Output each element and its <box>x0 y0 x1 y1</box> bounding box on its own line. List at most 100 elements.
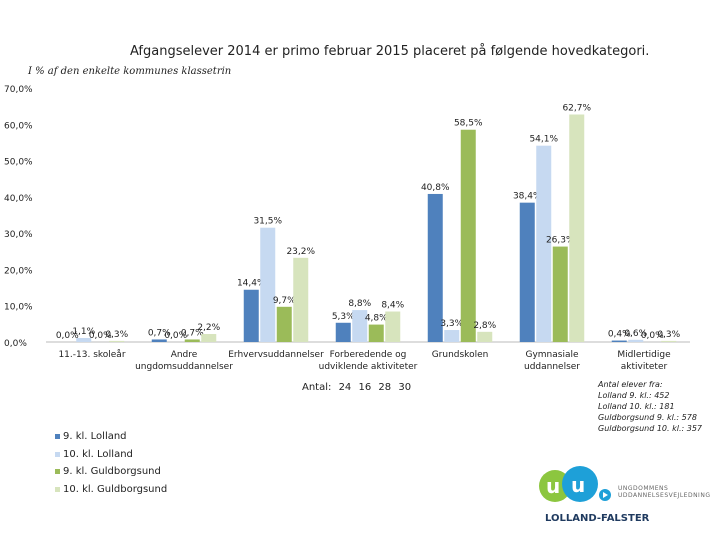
y-tick-label: 10,0% <box>4 303 33 313</box>
bar <box>368 324 384 342</box>
y-tick-label: 60,0% <box>4 121 33 131</box>
legend-label: 10. kl. Guldborgsund <box>63 483 168 495</box>
logo-text: UNGDOMMENS UDDANNELSESVEJLEDNING <box>618 485 711 499</box>
bar <box>201 334 217 342</box>
x-tick-label: uddannelser <box>524 362 580 372</box>
legend-label: 10. kl. Lolland <box>63 448 133 460</box>
svg-text:u: u <box>546 474 560 498</box>
x-tick-label: Grundskolen <box>432 350 489 360</box>
data-label: 54,1% <box>529 135 558 145</box>
y-tick-label: 0,0% <box>4 339 27 349</box>
legend-item: 9. kl. Guldborgsund <box>55 463 167 481</box>
data-label: 9,7% <box>273 296 296 306</box>
logo-wordmark: LOLLAND-FALSTER <box>545 513 650 524</box>
bar <box>569 114 585 342</box>
legend-item: 9. kl. Lolland <box>55 428 167 446</box>
data-label: 0,7% <box>148 328 171 338</box>
legend-item: 10. kl. Guldborgsund <box>55 481 167 499</box>
legend-label: 9. kl. Lolland <box>63 431 127 443</box>
bar <box>519 202 535 342</box>
chart-title: Afgangselever 2014 er primo februar 2015… <box>130 44 650 59</box>
notes: Antal elever fra: Lolland 9. kl.: 452 Lo… <box>598 379 702 434</box>
notes-line: Guldborgsund 9. kl.: 578 <box>598 413 697 422</box>
bar <box>260 227 276 342</box>
y-tick-label: 20,0% <box>4 266 33 276</box>
data-label: 31,5% <box>253 217 282 227</box>
bar <box>460 129 476 342</box>
legend-swatch <box>55 469 60 475</box>
logo-mark-icon: u u <box>539 466 611 502</box>
bar <box>385 311 401 342</box>
x-tick-label: aktiviteter <box>621 362 668 372</box>
data-label: 14,4% <box>237 279 266 289</box>
antal-label: Antal: <box>302 382 332 393</box>
logo: u u UNGDOMMENS UDDANNELSESVEJLEDNING LOL… <box>525 458 715 528</box>
antal-value: 28 <box>378 382 392 393</box>
data-label: 40,8% <box>421 183 450 193</box>
bar <box>243 289 259 342</box>
data-label: 0,0% <box>164 331 187 341</box>
x-tick-label: udviklende aktiviteter <box>319 362 418 372</box>
x-tick-label: 11.-13. skoleår <box>58 349 125 360</box>
x-tick-label: ungdomsuddannelser <box>135 362 233 372</box>
data-label: 62,7% <box>562 103 591 113</box>
bar-chart: 0,0% 10,0% 20,0% 30,0% 40,0% 50,0% 60,0% 70,0% 0… <box>4 85 690 372</box>
bar <box>661 340 677 342</box>
bar <box>109 340 125 342</box>
y-tick-label: 50,0% <box>4 158 33 168</box>
bar <box>611 340 627 342</box>
legend-swatch <box>55 451 60 457</box>
notes-line: Guldborgsund 10. kl.: 357 <box>598 424 703 433</box>
antal-value: 30 <box>398 382 412 393</box>
x-tick-label: Midlertidige <box>617 350 671 360</box>
bar <box>76 338 92 342</box>
data-label: 0,0% <box>641 331 664 341</box>
legend: 9. kl. Lolland 10. kl. Lolland 9. kl. Guld… <box>55 428 167 498</box>
data-label: 26,3% <box>546 236 575 246</box>
x-tick-label: Erhvervsuddannelser <box>228 350 324 360</box>
antal-value: 16 <box>358 382 372 393</box>
data-label: 1,1% <box>72 327 95 337</box>
bar <box>628 339 644 342</box>
data-label: 8,4% <box>381 301 404 311</box>
bar <box>184 339 200 342</box>
data-label: 38,4% <box>513 192 542 202</box>
svg-text:u: u <box>571 473 585 497</box>
legend-swatch <box>55 486 60 492</box>
data-label: 5,3% <box>332 312 355 322</box>
data-label: 4,8% <box>365 314 388 324</box>
data-label: 0,0% <box>56 331 79 341</box>
notes-line: Lolland 9. kl.: 452 <box>598 391 670 400</box>
bar <box>552 246 568 342</box>
data-label: 23,2% <box>286 247 315 257</box>
legend-label: 9. kl. Guldborgsund <box>63 466 161 478</box>
bar <box>477 331 493 342</box>
bar <box>335 322 351 342</box>
bar <box>293 257 309 342</box>
bar <box>444 330 460 342</box>
data-label: 8,8% <box>348 299 371 309</box>
data-label: 3,3% <box>440 319 463 329</box>
antal-value: 24 <box>338 382 352 393</box>
data-label: 0,4% <box>608 330 631 340</box>
y-tick-label: 70,0% <box>4 85 33 95</box>
bar <box>352 310 368 342</box>
bar <box>427 193 443 342</box>
x-tick-label: Andre <box>171 350 198 360</box>
legend-item: 10. kl. Lolland <box>55 446 167 464</box>
legend-swatch <box>55 434 60 440</box>
data-label: 2,8% <box>473 321 496 331</box>
chart-subtitle: I % af den enkelte kommunes klassetrin <box>28 66 232 77</box>
y-tick-label: 40,0% <box>4 194 33 204</box>
antal-line: Antal: 24 16 28 30 <box>302 382 415 393</box>
x-tick-label: Gymnasiale <box>525 350 578 360</box>
data-label: 58,5% <box>454 119 483 129</box>
notes-heading: Antal elever fra: <box>598 380 663 389</box>
bar <box>151 339 167 342</box>
data-label: 0,0% <box>89 331 112 341</box>
data-label: 0,3% <box>105 330 128 340</box>
bar <box>536 145 552 342</box>
bar <box>276 306 292 342</box>
notes-line: Lolland 10. kl.: 181 <box>598 402 675 411</box>
x-tick-label: Forberedende og <box>330 350 407 360</box>
